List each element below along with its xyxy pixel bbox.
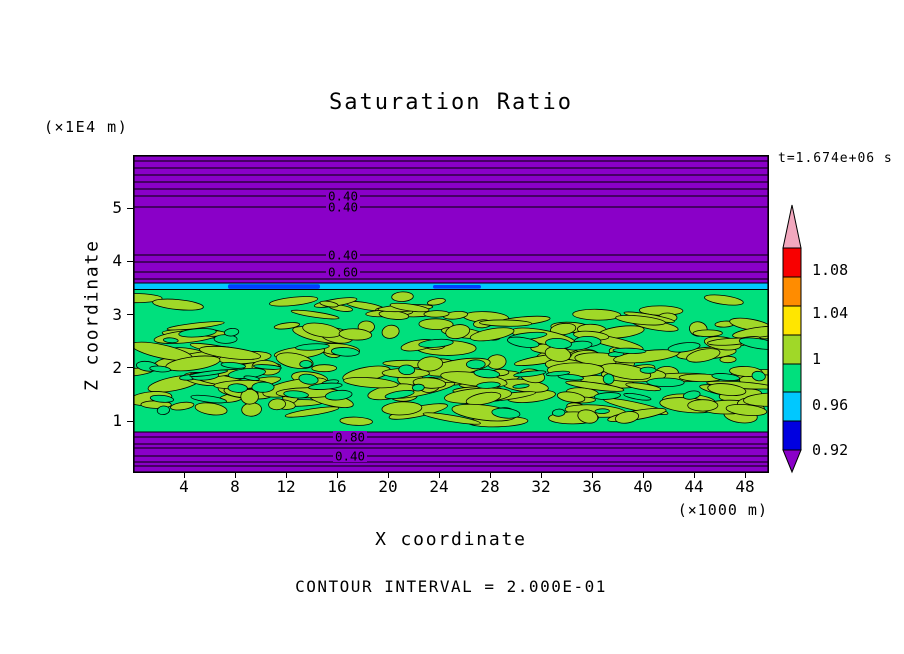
contour-label: 0.80	[335, 429, 365, 444]
x-tick-label: 44	[684, 477, 704, 496]
colorbar-segment-cyan	[782, 391, 802, 422]
colorbar-tick-label: 1.04	[812, 304, 849, 322]
region-blue-patch	[228, 284, 320, 289]
y-tick-mark	[127, 207, 133, 209]
colorbar-tick-label: 0.92	[812, 441, 849, 459]
x-axis-unit: (×1000 m)	[677, 501, 768, 519]
contour-label-backing	[333, 431, 367, 443]
x-tick-label: 16	[327, 477, 347, 496]
y-axis-unit: (×1E4 m)	[44, 118, 129, 136]
x-tick-label: 8	[230, 477, 240, 496]
colorbar-segment-yellow_green	[782, 334, 802, 365]
x-tick-mark	[591, 473, 593, 478]
x-tick-label: 48	[735, 477, 755, 496]
chart-title: Saturation Ratio	[329, 90, 573, 115]
colorbar-segment-blue	[782, 420, 802, 451]
contour-label-backing	[333, 450, 367, 462]
x-tick-label: 4	[179, 477, 189, 496]
x-tick-label: 36	[582, 477, 602, 496]
contour-label-backing	[326, 201, 360, 213]
y-tick-mark	[127, 260, 133, 262]
x-tick-label: 28	[480, 477, 500, 496]
plot-frame	[133, 155, 769, 473]
x-tick-mark	[744, 473, 746, 478]
x-tick-label: 24	[429, 477, 449, 496]
x-tick-mark	[540, 473, 542, 478]
y-tick-label: 1	[112, 411, 122, 430]
contour-label: 0.60	[328, 264, 358, 279]
y-tick-mark	[127, 314, 133, 316]
y-tick-mark	[127, 367, 133, 369]
colorbar-segment-spring_green	[782, 363, 802, 393]
y-tick-label: 2	[112, 357, 122, 377]
x-tick-mark	[285, 473, 287, 478]
contour-interval-note: CONTOUR INTERVAL = 2.000E-01	[295, 577, 607, 596]
colorbar	[782, 204, 802, 474]
colorbar-segment-orange	[782, 276, 802, 307]
x-tick-label: 12	[276, 477, 296, 496]
y-tick-mark	[127, 420, 133, 422]
contour-label-backing	[326, 190, 360, 202]
x-tick-label: 40	[633, 477, 653, 496]
x-tick-mark	[336, 473, 338, 478]
contour-label-backing	[326, 249, 360, 261]
contour-label-backing	[326, 266, 360, 278]
time-annotation: t=1.674e+06 s	[778, 151, 893, 166]
colorbar-arrow-bottom	[782, 449, 802, 474]
x-tick-mark	[642, 473, 644, 478]
y-tick-label: 5	[112, 198, 122, 218]
colorbar-segment-red	[782, 247, 802, 278]
colorbar-tick-label: 0.96	[812, 396, 849, 414]
colorbar-tick-label: 1.08	[812, 261, 849, 279]
region-blue-patch	[433, 285, 481, 289]
x-tick-label: 20	[378, 477, 398, 496]
x-tick-mark	[489, 473, 491, 478]
contour-label: 0.40	[328, 247, 358, 262]
x-tick-mark	[387, 473, 389, 478]
colorbar-tick-label: 1	[812, 350, 822, 368]
x-axis-label: X coordinate	[375, 529, 527, 550]
contour-label: 0.40	[328, 188, 358, 203]
y-tick-label: 3	[112, 304, 122, 324]
x-tick-mark	[234, 473, 236, 478]
x-tick-mark	[183, 473, 185, 478]
x-tick-mark	[693, 473, 695, 478]
y-tick-label: 4	[112, 251, 122, 271]
contour-label: 0.40	[335, 448, 365, 463]
saturation-field-patches	[134, 291, 768, 428]
colorbar-segment-yellow	[782, 305, 802, 336]
x-tick-mark	[438, 473, 440, 478]
contour-plot: 0.400.400.400.600.800.40	[133, 155, 769, 473]
x-tick-label: 32	[531, 477, 551, 496]
colorbar-arrow-top	[782, 204, 802, 249]
contour-label: 0.40	[328, 199, 358, 214]
